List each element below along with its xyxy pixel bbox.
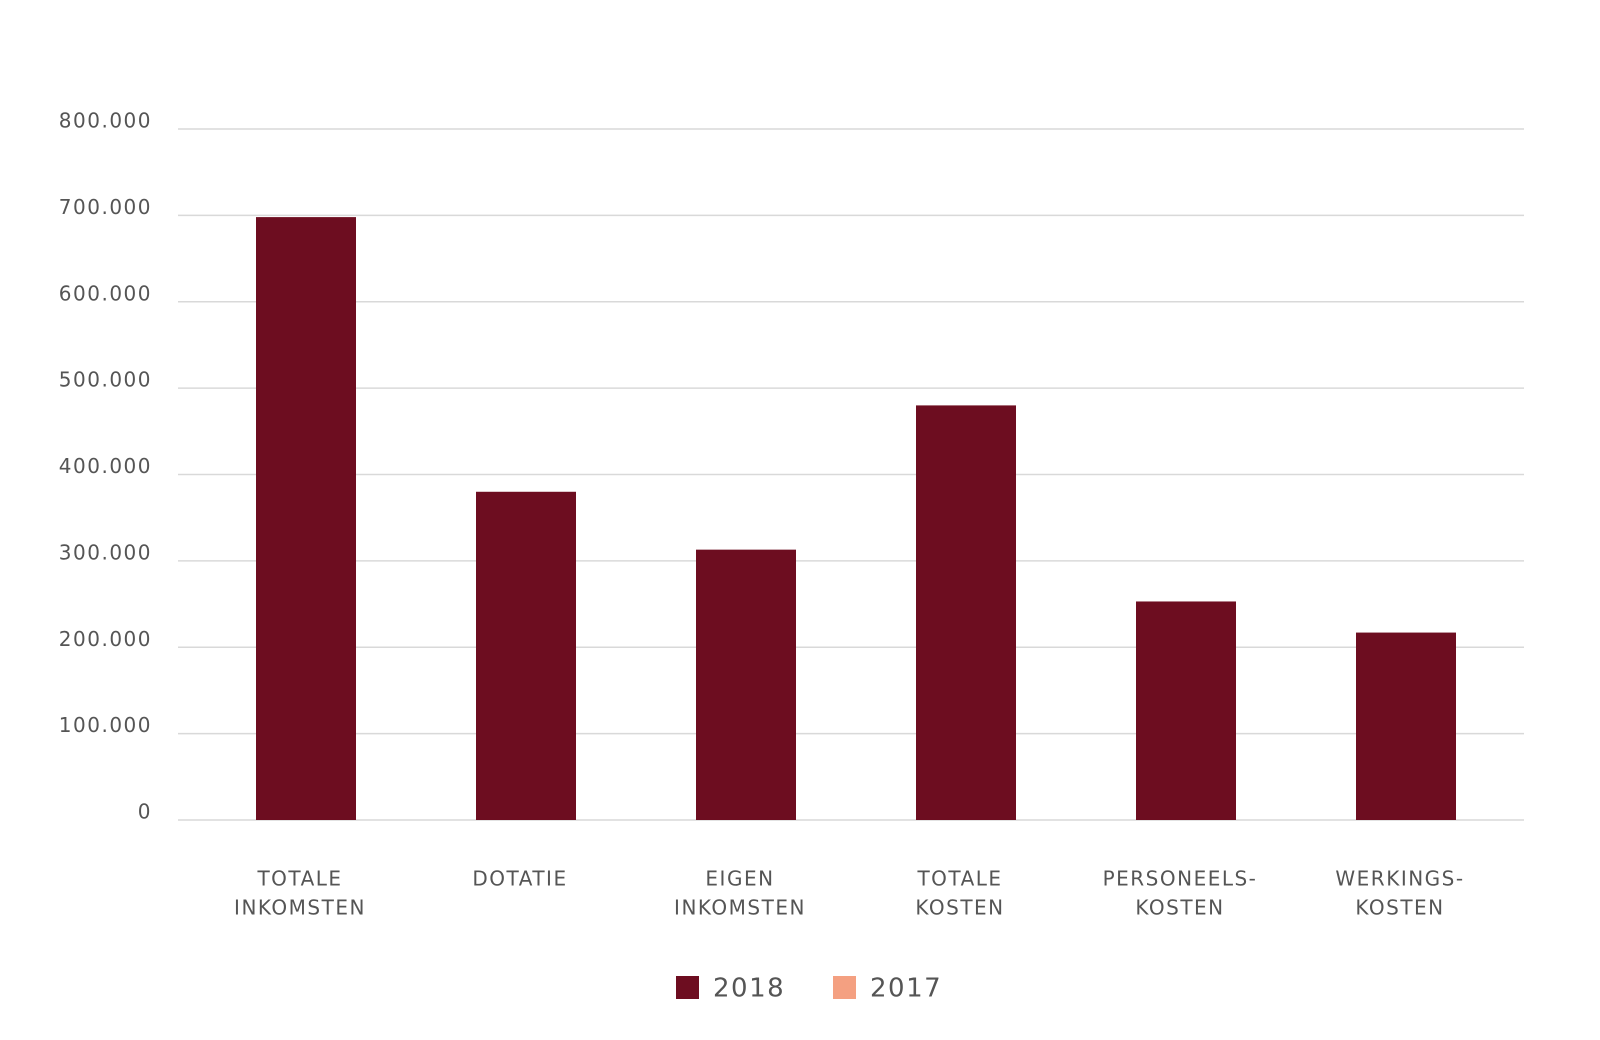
legend-label: 2018 <box>713 974 785 1004</box>
y-tick-label: 700.000 <box>59 195 152 219</box>
y-tick-label: 0 <box>138 800 152 824</box>
y-tick-label: 200.000 <box>59 627 152 651</box>
x-tick-label: TOTALE <box>916 867 1002 891</box>
bar <box>476 491 576 820</box>
x-tick-label: EIGEN <box>705 867 774 891</box>
y-tick-label: 100.000 <box>59 713 152 737</box>
legend-label: 2017 <box>870 974 942 1004</box>
x-tick-label: INKOMSTEN <box>234 896 366 920</box>
x-tick-label: KOSTEN <box>1135 896 1224 920</box>
x-tick-label: WERKINGS- <box>1335 867 1464 891</box>
y-tick-label: 400.000 <box>59 454 152 478</box>
bar <box>256 217 356 821</box>
x-tick-label: KOSTEN <box>915 896 1004 920</box>
bar <box>916 405 1016 820</box>
x-tick-label: INKOMSTEN <box>674 896 806 920</box>
y-tick-label: 300.000 <box>59 540 152 564</box>
x-tick-label: KOSTEN <box>1355 896 1444 920</box>
y-tick-label: 500.000 <box>59 368 152 392</box>
bar <box>696 549 796 820</box>
bar <box>1136 601 1236 820</box>
x-tick-label: PERSONEELS- <box>1103 867 1258 891</box>
legend-swatch <box>676 976 699 999</box>
x-tick-label: TOTALE <box>256 867 342 891</box>
y-tick-label: 600.000 <box>59 281 152 305</box>
legend-swatch <box>833 976 856 999</box>
x-tick-label: DOTATIE <box>472 867 567 891</box>
bar <box>1356 632 1456 820</box>
y-tick-label: 800.000 <box>59 109 152 133</box>
